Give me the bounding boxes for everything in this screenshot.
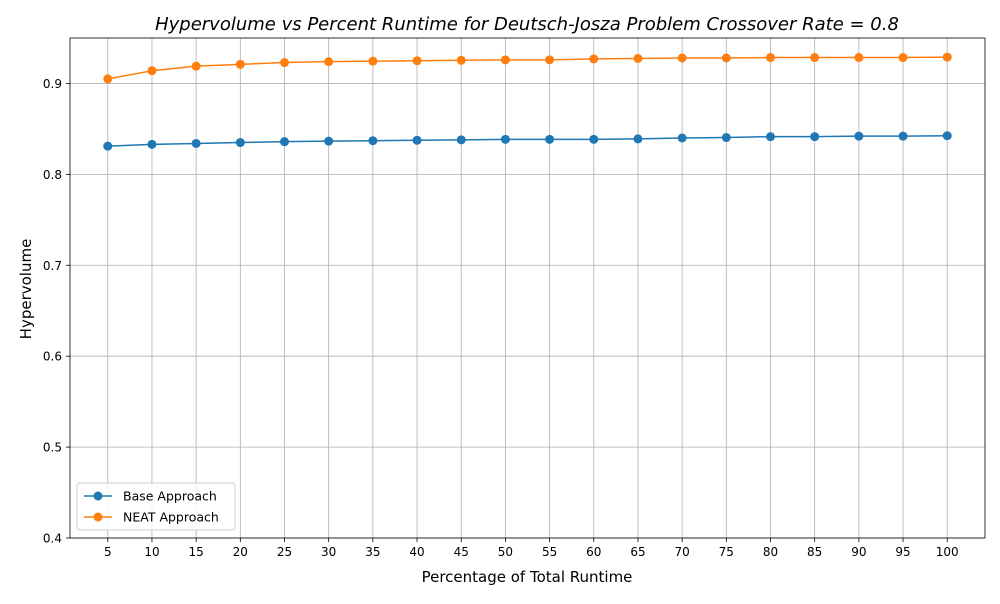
data-point-base — [147, 139, 157, 149]
chart-title: Hypervolume vs Percent Runtime for Deuts… — [155, 14, 899, 35]
series-layer — [103, 52, 952, 151]
legend-label-neat: NEAT Approach — [123, 510, 219, 525]
legend-marker-neat — [93, 512, 103, 522]
data-point-neat — [633, 53, 643, 63]
legend-marker-base — [93, 491, 103, 501]
data-point-base — [765, 132, 775, 142]
x-axis-ticks: 5 10 15 20 25 30 35 40 45 50 55 60 65 70 75 80 85 90 95 100 — [104, 538, 959, 559]
axes — [69, 37, 986, 539]
x-tick-label: 10 — [144, 545, 159, 559]
series-line-base — [107, 134, 948, 147]
x-tick-label: 15 — [188, 545, 203, 559]
legend-label-base: Base Approach — [123, 489, 217, 504]
x-tick-label: 60 — [586, 545, 601, 559]
legend: Base Approach NEAT Approach — [76, 482, 236, 531]
legend-entry-base: Base Approach — [84, 489, 217, 504]
data-point-neat — [191, 61, 201, 71]
data-point-neat — [412, 56, 422, 66]
data-point-neat — [810, 53, 820, 63]
data-point-base — [280, 137, 290, 147]
data-point-neat — [500, 55, 510, 65]
x-tick-label: 95 — [895, 545, 910, 559]
data-point-neat — [324, 57, 334, 67]
data-point-neat — [854, 53, 864, 63]
data-point-neat — [280, 58, 290, 68]
data-point-base — [721, 133, 731, 143]
data-point-base — [589, 134, 599, 144]
legend-frame — [76, 482, 236, 531]
y-tick-label: 0.7 — [43, 259, 62, 273]
data-point-neat — [721, 53, 731, 63]
data-point-neat — [103, 74, 113, 84]
data-point-base — [500, 134, 510, 144]
grid — [70, 38, 985, 539]
x-tick-label: 80 — [763, 545, 778, 559]
x-tick-label: 85 — [807, 545, 822, 559]
data-point-base — [810, 132, 820, 142]
x-tick-label: 100 — [936, 545, 959, 559]
x-tick-label: 65 — [630, 545, 645, 559]
data-point-neat — [235, 59, 245, 69]
x-tick-label: 45 — [454, 545, 469, 559]
data-point-base — [324, 136, 334, 146]
data-point-neat — [589, 54, 599, 64]
data-point-base — [854, 131, 864, 141]
data-point-base — [456, 135, 466, 145]
x-tick-label: 75 — [719, 545, 734, 559]
data-point-base — [368, 136, 378, 146]
x-tick-label: 40 — [409, 545, 424, 559]
data-point-neat — [545, 55, 555, 65]
x-axis-label: Percentage of Total Runtime — [422, 568, 633, 586]
data-point-neat — [368, 56, 378, 66]
y-tick-label: 0.6 — [43, 350, 62, 364]
series-neat — [103, 52, 952, 84]
plot-area-frame — [69, 37, 986, 539]
data-point-base — [412, 135, 422, 145]
data-point-neat — [677, 53, 687, 63]
data-point-neat — [942, 52, 952, 62]
data-point-neat — [456, 55, 466, 65]
data-point-base — [103, 141, 113, 151]
data-point-base — [191, 138, 201, 148]
x-tick-label: 70 — [674, 545, 689, 559]
data-point-base — [677, 133, 687, 143]
y-tick-label: 0.4 — [43, 532, 62, 546]
data-point-base — [898, 131, 908, 141]
x-tick-label: 5 — [104, 545, 112, 559]
y-tick-label: 0.8 — [43, 168, 62, 182]
y-axis-ticks: 0.4 0.5 0.6 0.7 0.8 0.9 — [43, 77, 70, 546]
y-tick-label: 0.9 — [43, 77, 62, 91]
data-point-neat — [898, 53, 908, 63]
data-point-base — [545, 134, 555, 144]
data-point-base — [942, 131, 952, 141]
data-point-base — [235, 138, 245, 148]
legend-entry-neat: NEAT Approach — [84, 510, 219, 525]
series-base — [103, 131, 952, 151]
x-tick-label: 30 — [321, 545, 336, 559]
x-tick-label: 55 — [542, 545, 557, 559]
x-tick-label: 90 — [851, 545, 866, 559]
x-tick-label: 25 — [277, 545, 292, 559]
series-line-neat — [107, 56, 948, 80]
x-tick-label: 35 — [365, 545, 380, 559]
data-point-neat — [147, 66, 157, 76]
y-axis-label: Hypervolume — [17, 239, 35, 340]
x-tick-label: 50 — [498, 545, 513, 559]
y-tick-label: 0.5 — [43, 441, 62, 455]
x-tick-label: 20 — [233, 545, 248, 559]
data-point-neat — [765, 53, 775, 63]
data-point-base — [633, 134, 643, 144]
